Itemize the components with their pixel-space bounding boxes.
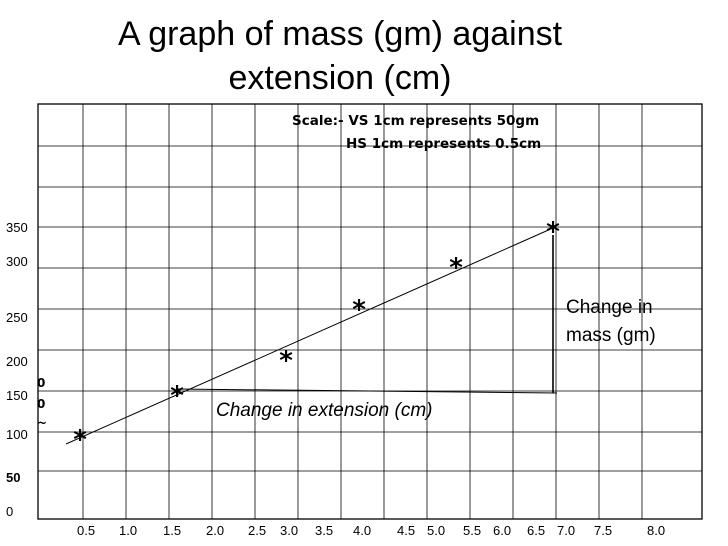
y-tick-label: 150 (6, 388, 28, 403)
change-in-extension-label: Change in extension (cm) (216, 400, 433, 421)
data-point: * (170, 381, 184, 411)
scribble-glyph-2: 0 (37, 397, 45, 411)
x-tick-label: 2.0 (206, 523, 224, 538)
scale-note-line-1: Scale:- VS 1cm represents 50gm (292, 113, 539, 129)
x-tick-label: 1.5 (163, 523, 181, 538)
y-tick-label: 100 (6, 427, 28, 442)
scribble-glyph-3: ~ (37, 416, 47, 430)
change-in-mass-label-line-1: Change in (566, 297, 653, 318)
x-tick-label: 4.0 (353, 523, 371, 538)
data-point: * (279, 346, 293, 376)
data-point: * (352, 295, 366, 325)
scribble-glyph-1: 0 (37, 376, 45, 390)
x-tick-label: 6.5 (527, 523, 545, 538)
plot-frame (37, 103, 703, 520)
data-point: * (546, 217, 560, 247)
x-tick-label: 3.5 (315, 523, 333, 538)
chart-title-line-1: A graph of mass (gm) against (117, 15, 563, 53)
data-points: * * * * * * (73, 217, 560, 455)
x-tick-label: 3.0 (280, 523, 298, 538)
margin-scribble: 0 0 ~ (37, 376, 47, 430)
triangle-base (176, 388, 558, 394)
data-point: * (73, 425, 87, 455)
y-tick-label: 250 (6, 310, 28, 325)
y-tick-label: 50 (6, 470, 20, 485)
scale-note-line-2: HS 1cm represents 0.5cm (346, 136, 541, 152)
x-tick-label: 5.0 (427, 523, 445, 538)
x-tick-label: 7.0 (557, 523, 575, 538)
y-tick-label: 200 (6, 354, 28, 369)
x-tick-label: 7.5 (594, 523, 612, 538)
y-axis-labels: 0 50 100 150 200 250 300 350 (6, 220, 28, 519)
y-tick-label: 350 (6, 220, 28, 235)
change-in-mass-label-line-2: mass (gm) (566, 325, 656, 346)
y-tick-label: 300 (6, 254, 28, 269)
y-tick-label: 0 (6, 504, 13, 519)
x-tick-label: 6.0 (493, 523, 511, 538)
x-tick-label: 5.5 (463, 523, 481, 538)
best-fit-line (65, 227, 554, 445)
gradient-triangle (176, 235, 558, 394)
x-tick-label: 1.0 (119, 523, 137, 538)
x-tick-label: 2.5 (248, 523, 266, 538)
chart-title-line-2: extension (cm) (228, 59, 452, 97)
data-point: * (449, 253, 463, 283)
x-tick-label: 4.5 (397, 523, 415, 538)
x-tick-label: 0.5 (77, 523, 95, 538)
x-tick-label: 8.0 (647, 523, 665, 538)
chart-title: A graph of mass (gm) against extension (… (20, 12, 660, 100)
x-axis-labels: 0.5 1.0 1.5 2.0 2.5 3.0 3.5 4.0 4.5 5.0 5.5 6.0 6.5 7… (77, 523, 665, 538)
